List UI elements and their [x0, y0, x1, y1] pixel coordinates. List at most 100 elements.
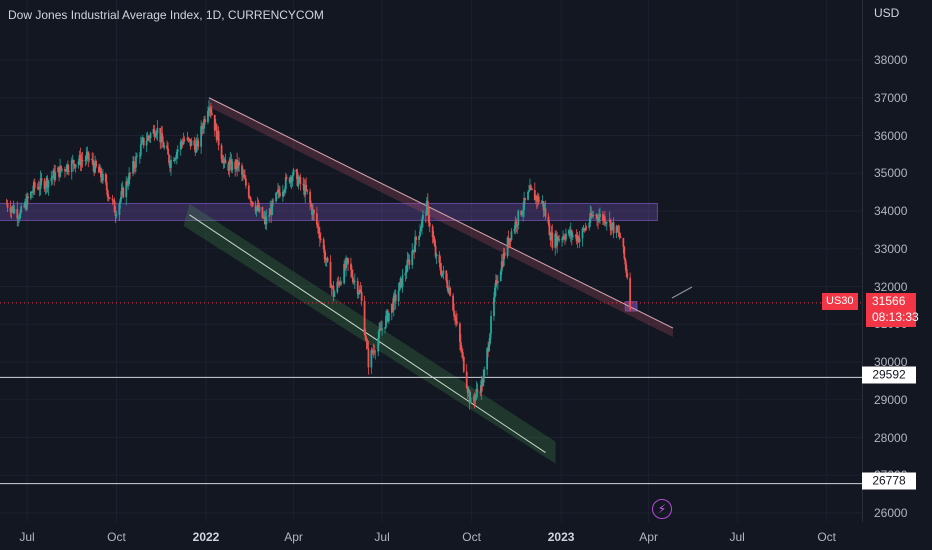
- candle-body: [194, 145, 197, 153]
- candle-body: [336, 281, 339, 293]
- candle-body: [419, 231, 421, 237]
- candle-body: [5, 203, 8, 205]
- candle-body: [333, 292, 336, 297]
- candle-body: [330, 285, 333, 288]
- candle-body: [114, 212, 117, 217]
- lightning-bolt-icon[interactable]: ⚡: [652, 499, 672, 519]
- candle-body: [352, 280, 355, 283]
- candle-body: [241, 165, 243, 175]
- candle-body: [439, 262, 442, 271]
- candle-body: [186, 137, 189, 140]
- candle-body: [595, 215, 598, 216]
- candle-body: [488, 343, 490, 352]
- candle-body: [344, 264, 347, 269]
- candle-body: [317, 226, 320, 234]
- candle-body: [91, 158, 94, 161]
- candle-body: [209, 108, 212, 114]
- candle-body: [424, 214, 427, 216]
- candle-body: [527, 191, 529, 200]
- candle-body: [163, 145, 166, 148]
- candle-body: [393, 294, 396, 296]
- candle-body: [589, 212, 592, 223]
- candle-body: [530, 188, 533, 191]
- candle-body: [446, 280, 449, 289]
- candle-body: [152, 128, 155, 134]
- candle-body: [29, 191, 32, 199]
- candle-body: [452, 295, 454, 311]
- candle-body: [176, 149, 179, 152]
- candle-body: [224, 159, 227, 164]
- candle-body: [74, 164, 77, 168]
- bar-countdown: 08:13:33: [872, 310, 919, 324]
- candle-body: [517, 210, 520, 225]
- candle-body: [502, 252, 505, 267]
- candle-body: [64, 169, 66, 171]
- candle-body: [302, 183, 305, 185]
- candle-body: [426, 200, 429, 208]
- candle-body: [509, 238, 512, 240]
- candle-body: [204, 119, 206, 123]
- candle-body: [508, 238, 511, 245]
- candle-body: [615, 226, 618, 234]
- candle-body: [543, 208, 546, 211]
- candle-body: [311, 206, 313, 215]
- candle-body: [575, 234, 578, 242]
- candle-body: [340, 282, 343, 284]
- candle-body: [20, 206, 23, 213]
- candle-body: [351, 270, 353, 277]
- candle-body: [622, 238, 625, 247]
- candle-body: [544, 208, 547, 217]
- candle-body: [257, 204, 260, 211]
- candle-body: [370, 350, 373, 368]
- candle-body: [442, 270, 445, 274]
- candle-body: [312, 210, 314, 215]
- candle-body: [554, 233, 557, 248]
- candle-body: [386, 310, 388, 316]
- candle-body: [32, 182, 35, 192]
- candle-body: [523, 197, 526, 210]
- candle-body: [305, 184, 308, 190]
- candle-body: [339, 282, 342, 285]
- candle-body: [390, 303, 393, 313]
- candle-body: [598, 217, 600, 222]
- candle-body: [27, 196, 29, 199]
- candle-body: [475, 389, 478, 396]
- candle-body: [278, 189, 280, 193]
- candle-body: [113, 200, 116, 213]
- candle-body: [166, 145, 168, 149]
- candle-body: [249, 198, 252, 202]
- hline-label-26778[interactable]: 26778: [862, 472, 916, 490]
- candle-body: [80, 160, 83, 166]
- candle-body: [561, 238, 563, 240]
- hline-label-29592[interactable]: 29592: [862, 366, 916, 384]
- candle-body: [242, 174, 244, 176]
- candle-body: [289, 177, 292, 183]
- candle-body: [468, 390, 471, 404]
- candle-body: [619, 236, 622, 239]
- candle-body: [367, 348, 370, 368]
- y-tick-label: 32000: [874, 279, 908, 294]
- candle-body: [535, 196, 538, 202]
- candle-body: [405, 271, 408, 273]
- candle-body: [500, 261, 503, 272]
- candle-body: [66, 164, 69, 172]
- candle-body: [351, 276, 354, 283]
- candle-body: [493, 297, 495, 317]
- candle-body: [261, 207, 264, 218]
- candle-body: [146, 136, 149, 141]
- candle-body: [303, 184, 306, 195]
- candle-body: [23, 206, 25, 208]
- y-tick-label: 33000: [874, 241, 908, 256]
- candle-body: [629, 277, 632, 310]
- candle-body: [134, 167, 136, 168]
- candle-body: [251, 201, 254, 206]
- candle-body: [597, 218, 599, 222]
- candle-body: [84, 160, 87, 161]
- candle-body: [238, 162, 240, 166]
- candle-body: [574, 234, 577, 236]
- candle-body: [514, 221, 517, 229]
- candle-body: [611, 222, 614, 225]
- candle-body: [292, 169, 295, 176]
- candle-body: [486, 348, 489, 370]
